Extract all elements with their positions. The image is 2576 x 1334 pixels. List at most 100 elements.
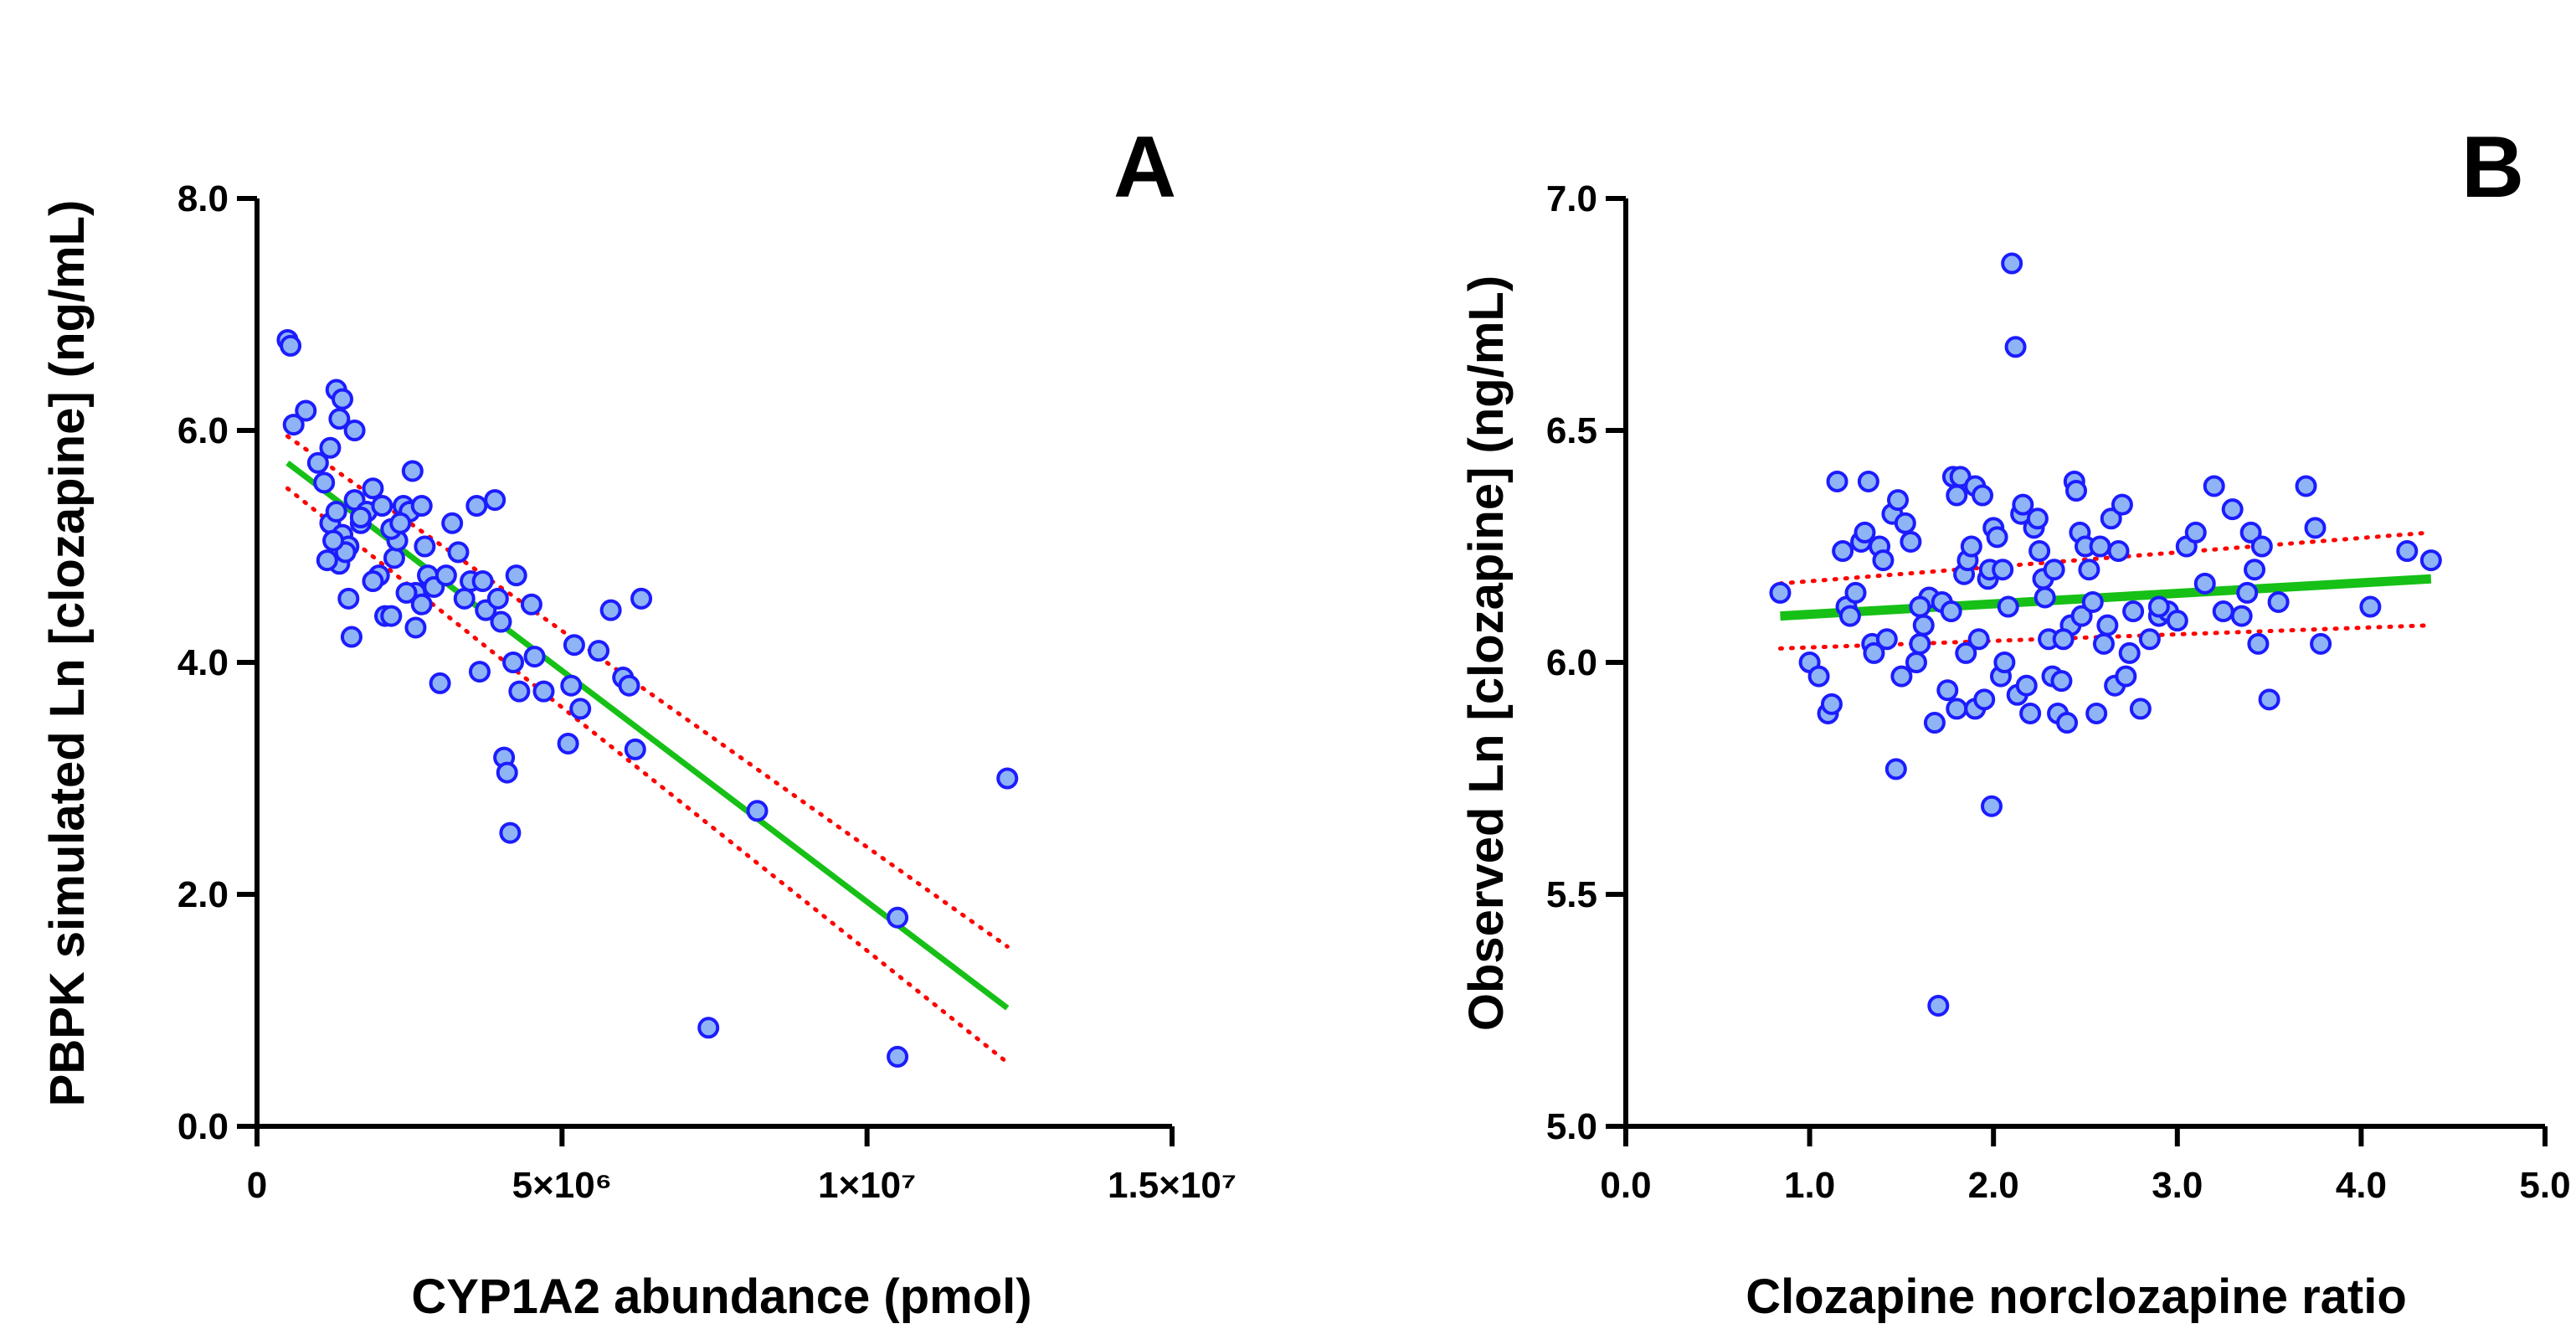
data-point (2250, 535, 2273, 558)
data-point (2267, 590, 2290, 613)
data-point (1844, 581, 1867, 604)
data-point (2052, 628, 2075, 651)
data-point (697, 1017, 720, 1039)
data-point (2419, 549, 2442, 572)
data-point (2107, 540, 2130, 563)
panel-b-y-axis-title: Observed Ln [clozapine] (ng/mL) (1459, 276, 1514, 1031)
data-point (1769, 581, 1792, 604)
data-point (410, 495, 433, 518)
data-point (1826, 470, 1848, 492)
data-point (2034, 586, 2056, 609)
data-point (410, 593, 433, 615)
data-point (322, 529, 345, 552)
data-point (2115, 665, 2137, 688)
data-point (1936, 679, 1959, 702)
panel-b: B 0.0 1.0 2.0 3.0 4.0 5.0 5.0 5.5 6.0 6.5 7.0 Clo… (1459, 119, 2571, 1324)
data-point (569, 698, 592, 720)
data-point (1986, 526, 2008, 549)
data-point (319, 436, 342, 459)
data-point (1863, 641, 1885, 664)
data-point (1997, 595, 2019, 618)
data-point (1940, 600, 1962, 623)
x-tick-label: 2.0 (1968, 1165, 2019, 1206)
data-point (499, 822, 522, 844)
data-point (2236, 581, 2259, 604)
data-point (306, 451, 329, 474)
data-point (490, 610, 512, 633)
x-tick-label: 5.0 (2519, 1165, 2570, 1206)
y-tick-label: 6.0 (1546, 642, 1597, 683)
data-point (996, 767, 1019, 790)
data-point (2193, 572, 2216, 595)
data-point (2028, 540, 2051, 563)
data-point (401, 460, 424, 482)
y-tick-label: 5.0 (1546, 1106, 1597, 1147)
panel-b-x-axis-title: Clozapine norclozapine ratio (1746, 1270, 2407, 1324)
data-point (557, 732, 579, 755)
data-point (1905, 652, 1927, 673)
data-point (2258, 688, 2280, 711)
data-point (2089, 535, 2111, 558)
data-point (2230, 605, 2253, 627)
data-point (295, 399, 317, 422)
data-point (887, 906, 909, 929)
panel-a-x-axis: 0 5×10⁶ 1×10⁷ 1.5×10⁷ (247, 1124, 1237, 1206)
data-point (1884, 758, 1907, 780)
data-point (1960, 535, 1982, 558)
data-point (2050, 670, 2073, 693)
x-tick-label: 0 (247, 1165, 267, 1206)
data-point (2019, 702, 2042, 724)
panel-a: A 0 5×10⁶ 1×10⁷ 1.5×10⁷ 0.0 2.0 4.0 6.0 8.0 CYP… (40, 119, 1237, 1324)
data-point (2244, 559, 2266, 581)
data-point (447, 541, 470, 564)
data-point (2304, 517, 2327, 539)
data-point (380, 605, 403, 627)
data-point (630, 587, 653, 610)
data-point (362, 570, 384, 593)
y-tick-label: 8.0 (177, 178, 229, 219)
regression-line (1780, 574, 2432, 621)
data-point (1972, 484, 1994, 507)
data-point (282, 414, 305, 436)
panel-a-points (276, 328, 1019, 1068)
data-point (383, 547, 405, 569)
data-point (746, 800, 769, 822)
data-point (1946, 484, 1968, 507)
data-point (2138, 628, 2161, 651)
data-point (340, 626, 362, 648)
data-point (563, 634, 585, 657)
data-point (332, 388, 354, 410)
data-point (2111, 493, 2133, 516)
data-point (1894, 512, 1916, 534)
panel-a-x-axis-title: CYP1A2 abundance (pmol) (411, 1270, 1031, 1324)
data-point (1857, 470, 1879, 492)
data-point (1981, 795, 2003, 817)
data-point (2092, 632, 2115, 655)
data-point (349, 506, 372, 528)
y-tick-label: 4.0 (177, 642, 229, 683)
data-point (2065, 480, 2088, 502)
data-point (887, 1045, 909, 1068)
data-point (2118, 641, 2141, 664)
data-point (2239, 521, 2262, 543)
data-point (618, 674, 640, 697)
y-tick-label: 5.5 (1546, 874, 1597, 915)
data-point (280, 334, 302, 357)
data-point (2247, 632, 2270, 655)
data-point (1973, 688, 1996, 711)
y-tick-label: 2.0 (177, 874, 229, 915)
panel-b-points (1769, 252, 2442, 1017)
x-tick-label: 0.0 (1600, 1165, 1651, 1206)
panel-a-y-axis-title: PBPK simulated Ln [clozapine] (ng/mL) (40, 200, 95, 1107)
data-point (362, 477, 384, 500)
x-tick-label: 5×10⁶ (512, 1165, 612, 1206)
data-point (1872, 549, 1895, 572)
panel-b-fit-line (1780, 574, 2432, 621)
data-point (2100, 507, 2122, 530)
data-point (1807, 665, 1830, 688)
panel-b-label: B (2461, 119, 2524, 216)
panel-b-y-axis: 5.0 5.5 6.0 6.5 7.0 (1546, 178, 1628, 1147)
data-point (2310, 632, 2332, 655)
data-point (1955, 641, 1977, 664)
